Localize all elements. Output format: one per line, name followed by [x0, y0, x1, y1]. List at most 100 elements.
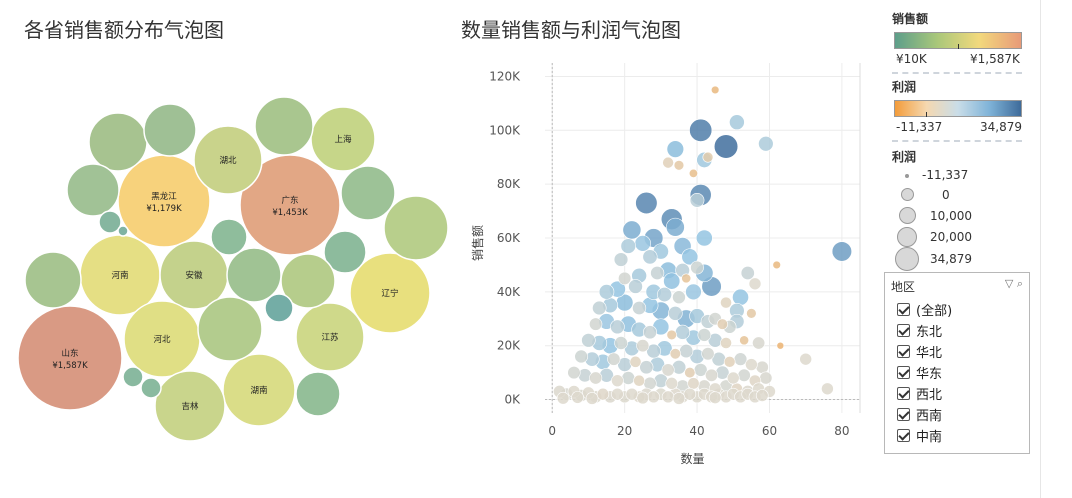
- checkbox[interactable]: [897, 302, 910, 316]
- scatter-point[interactable]: [708, 391, 722, 404]
- scatter-point[interactable]: [726, 371, 740, 385]
- province-bubble-河北[interactable]: 河北: [123, 300, 201, 378]
- scatter-point[interactable]: [687, 377, 700, 390]
- scatter-point[interactable]: [723, 356, 736, 368]
- scatter-point[interactable]: [669, 348, 681, 360]
- province-bubble[interactable]: [280, 253, 336, 309]
- scatter-point[interactable]: [625, 387, 639, 401]
- province-bubble[interactable]: [88, 112, 148, 172]
- province-bubble[interactable]: [122, 366, 144, 388]
- province-bubble-湖南[interactable]: 湖南: [222, 353, 296, 427]
- bubble-circle[interactable]: [295, 302, 365, 372]
- bubble-circle[interactable]: [222, 353, 296, 427]
- scatter-point[interactable]: [688, 168, 698, 178]
- scatter-point[interactable]: [681, 273, 692, 284]
- checkbox[interactable]: [897, 365, 910, 379]
- scatter-point[interactable]: [632, 301, 647, 316]
- bubble-circle[interactable]: [193, 125, 263, 195]
- scatter-point[interactable]: [821, 382, 834, 396]
- scatter-point[interactable]: [710, 85, 720, 95]
- scatter-point[interactable]: [589, 371, 603, 385]
- bubble-circle[interactable]: [264, 293, 294, 323]
- bubble-circle[interactable]: [210, 218, 248, 256]
- province-bubble-吉林[interactable]: 吉林: [154, 370, 226, 442]
- scatter-point[interactable]: [755, 389, 769, 402]
- bubble-circle[interactable]: [143, 103, 197, 157]
- scatter-point[interactable]: [689, 118, 713, 142]
- scatter-point[interactable]: [662, 156, 674, 169]
- scatter-point[interactable]: [672, 290, 686, 305]
- scatter-point[interactable]: [571, 391, 584, 404]
- province-bubble[interactable]: [226, 247, 282, 303]
- region-filter-item[interactable]: 华东: [897, 362, 942, 382]
- scatter-point[interactable]: [729, 114, 745, 131]
- scatter-point[interactable]: [759, 371, 773, 385]
- province-bubble-山东[interactable]: 山东 ¥1,587K: [17, 305, 123, 411]
- province-bubble[interactable]: [143, 103, 197, 157]
- scatter-point[interactable]: [665, 377, 679, 390]
- scatter-point[interactable]: [613, 252, 629, 267]
- bubble-circle[interactable]: [295, 371, 341, 417]
- scatter-point[interactable]: [752, 336, 766, 350]
- scatter-point[interactable]: [697, 328, 712, 342]
- scatter-point[interactable]: [799, 352, 812, 366]
- bubble-circle[interactable]: [340, 165, 396, 221]
- search-icon[interactable]: ⌕: [1016, 277, 1023, 290]
- scatter-point[interactable]: [668, 306, 683, 321]
- scatter-point[interactable]: [661, 390, 675, 404]
- bubble-circle[interactable]: [140, 377, 162, 399]
- scatter-point[interactable]: [621, 371, 636, 385]
- province-bubble-湖北[interactable]: 湖北: [193, 125, 263, 195]
- scatter-point[interactable]: [574, 349, 589, 364]
- scatter-point[interactable]: [716, 318, 729, 330]
- bubble-circle[interactable]: [98, 210, 122, 234]
- bubble-circle[interactable]: [66, 163, 120, 217]
- bubble-circle[interactable]: [117, 225, 129, 237]
- scatter-point[interactable]: [665, 217, 685, 237]
- province-bubble[interactable]: [295, 371, 341, 417]
- scatter-point[interactable]: [596, 387, 610, 401]
- scatter-point[interactable]: [831, 241, 852, 262]
- scatter-point[interactable]: [614, 336, 628, 350]
- scatter-point[interactable]: [585, 392, 599, 405]
- scatter-point[interactable]: [610, 319, 625, 335]
- scatter-point[interactable]: [737, 368, 751, 382]
- scatter-point[interactable]: [633, 374, 646, 387]
- province-bubble[interactable]: [210, 218, 248, 256]
- scatter-point[interactable]: [689, 193, 705, 208]
- scatter-point[interactable]: [685, 283, 702, 301]
- bubble-circle[interactable]: [17, 305, 123, 411]
- scatter-point[interactable]: [661, 363, 675, 377]
- scatter-point[interactable]: [656, 287, 672, 303]
- scatter-point[interactable]: [732, 288, 749, 306]
- province-bubble[interactable]: [254, 96, 314, 156]
- scatter-point[interactable]: [690, 260, 704, 275]
- scatter-point[interactable]: [581, 333, 596, 348]
- province-bubble[interactable]: [197, 296, 263, 362]
- region-filter-item[interactable]: 华北: [897, 341, 942, 361]
- scatter-point[interactable]: [740, 266, 755, 281]
- scatter-point[interactable]: [643, 325, 658, 340]
- scatter-point[interactable]: [745, 358, 758, 371]
- bubble-circle[interactable]: [323, 230, 367, 274]
- region-filter-item[interactable]: 东北: [897, 320, 942, 340]
- scatter-point[interactable]: [683, 387, 697, 401]
- scatter-point[interactable]: [650, 266, 665, 281]
- scatter-point[interactable]: [607, 352, 621, 366]
- province-bubble[interactable]: [340, 165, 396, 221]
- bubble-circle[interactable]: [197, 296, 263, 362]
- scatter-point[interactable]: [646, 343, 661, 359]
- region-filter-item[interactable]: (全部): [897, 299, 952, 319]
- region-filter-item[interactable]: 中南: [897, 425, 942, 445]
- scatter-point[interactable]: [639, 360, 654, 375]
- scatter-point[interactable]: [713, 134, 739, 159]
- scatter-point[interactable]: [556, 391, 570, 405]
- province-bubble[interactable]: [98, 210, 122, 234]
- scatter-point[interactable]: [695, 229, 713, 247]
- province-bubble[interactable]: [117, 225, 129, 237]
- region-filter-item[interactable]: 西北: [897, 383, 942, 403]
- province-bubble[interactable]: [323, 230, 367, 274]
- scatter-point[interactable]: [673, 160, 685, 171]
- scatter-point[interactable]: [622, 220, 642, 240]
- scatter-point[interactable]: [758, 136, 774, 152]
